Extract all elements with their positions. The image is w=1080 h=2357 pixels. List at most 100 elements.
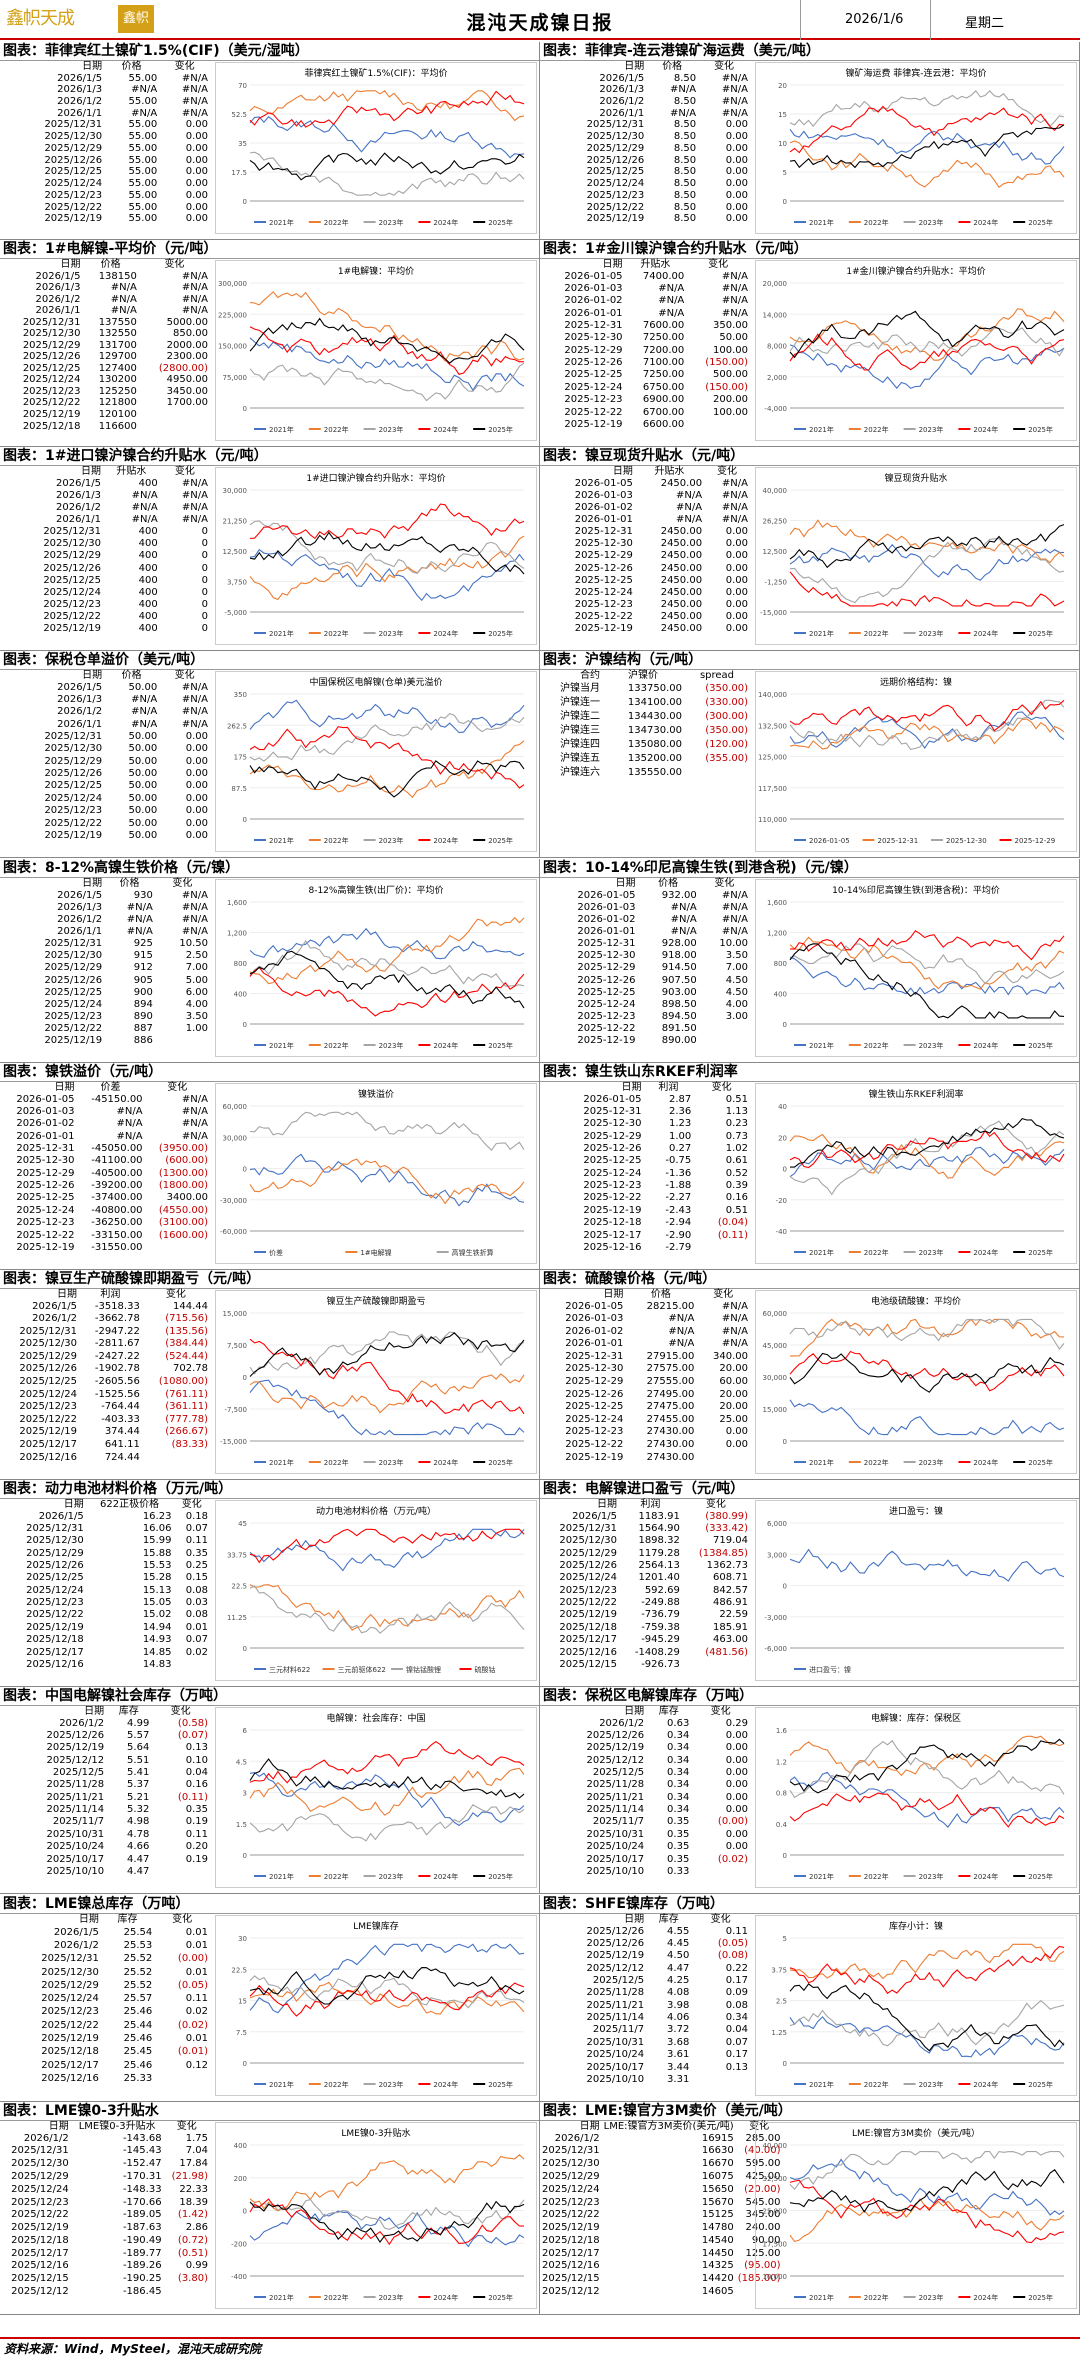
table-cell: #N/A bbox=[721, 307, 748, 319]
legend-label: 2025年 bbox=[488, 2293, 513, 2302]
table-cell: 2026/1/3 bbox=[56, 489, 101, 501]
table-cell: (0.72) bbox=[177, 2234, 208, 2246]
table-cell: 2025-12-22 bbox=[16, 1229, 75, 1241]
table-cell: 2025-12-25 bbox=[574, 574, 633, 586]
table-cell: 25.46 bbox=[123, 2059, 153, 2071]
table-cell: 2025/12/19 bbox=[559, 1609, 618, 1621]
table-row: 2025/12/22 15.02 0.08 bbox=[0, 1609, 210, 1621]
table-cell: 2025/12/30 bbox=[43, 538, 101, 550]
legend-label: 2023年 bbox=[919, 1458, 944, 1467]
table-cell: 0.19 bbox=[185, 1816, 208, 1828]
table-cell: 486.91 bbox=[713, 1597, 748, 1609]
table-cell: 2025/12/26 bbox=[586, 154, 645, 166]
table-cell: 10.00 bbox=[719, 938, 748, 950]
table-cell: 20.00 bbox=[719, 1388, 748, 1400]
table-cell: 4.99 bbox=[127, 1717, 150, 1729]
table-header: 日期 bbox=[78, 1914, 99, 1925]
y-tick-label: 30,000 bbox=[763, 1374, 788, 1382]
y-tick-label: 150,000 bbox=[218, 343, 247, 351]
table-cell: 129700 bbox=[98, 351, 137, 363]
legend-label: 2024年 bbox=[973, 1458, 998, 1467]
series-line bbox=[249, 1373, 525, 1414]
table-cell: #N/A bbox=[658, 295, 685, 307]
table-cell: 2026/1/2 bbox=[35, 293, 81, 305]
table-cell: 2025/12/29 bbox=[26, 1547, 84, 1559]
table-cell bbox=[684, 766, 750, 780]
chart-title: 镍铁溢价 bbox=[358, 1088, 394, 1100]
table-header: 日期 bbox=[48, 2121, 69, 2132]
table-cell: 2025-12-31 bbox=[16, 1143, 75, 1155]
table-cell: 0.18 bbox=[185, 1510, 208, 1522]
table-cell: 2025/12/31 bbox=[586, 119, 645, 131]
table-row: 2025/12/16 -189.26 0.99 bbox=[0, 2260, 210, 2273]
table-cell: 2025/12/19 bbox=[586, 213, 645, 225]
table-cell: #N/A bbox=[181, 96, 208, 108]
legend-label: 2022年 bbox=[864, 1248, 889, 1257]
table-cell: 0.73 bbox=[725, 1130, 748, 1142]
y-tick-label: 0 bbox=[243, 1645, 247, 1653]
table-row: 2025-12-31 2450.00 0.00 bbox=[540, 526, 750, 538]
table-cell: 842.57 bbox=[713, 1584, 748, 1596]
table-cell bbox=[154, 2072, 210, 2085]
table-cell: 138150 bbox=[98, 270, 137, 282]
table-row: 2026-01-02 #N/A #N/A bbox=[540, 914, 750, 926]
table-cell: 6700.00 bbox=[642, 406, 685, 418]
table-row: 2025/12/25 400 0 bbox=[0, 575, 210, 587]
series-line bbox=[249, 2198, 525, 2246]
legend-label: 价差 bbox=[269, 1248, 283, 1257]
table-cell: 0.08 bbox=[725, 1999, 748, 2011]
table-row: 2026/1/3 #N/A #N/A bbox=[0, 694, 210, 706]
table-cell: 8.50 bbox=[673, 189, 697, 201]
table-cell bbox=[691, 2074, 750, 2086]
table-cell: 2026/1/5 bbox=[53, 1926, 99, 1938]
chart-panel: 图表：SHFE镍库存（万吨） 日期 库存 变化 2025/12/26 4.55 0.11 20… bbox=[540, 1895, 1080, 2102]
table-cell: 2025-12-23 bbox=[564, 394, 623, 406]
table-row: 2025-12-31 7600.00 350.00 bbox=[540, 320, 750, 332]
table-cell: 55.00 bbox=[128, 142, 158, 154]
table-cell: 0.00 bbox=[725, 131, 748, 143]
table-cell: 2025-12-23 bbox=[574, 599, 633, 610]
table-header: 价格 bbox=[662, 61, 683, 72]
table-cell: 400 bbox=[138, 599, 158, 610]
table-cell: 2025/12/26 bbox=[26, 1560, 84, 1572]
series-line bbox=[249, 520, 525, 575]
table-cell: 2026-01-05 bbox=[16, 1093, 75, 1105]
legend-label: 2023年 bbox=[379, 836, 404, 845]
table-cell: 135200.00 bbox=[627, 752, 682, 764]
table-cell: 2025/12/29 bbox=[542, 2170, 600, 2182]
table-cell: 2026/1/1 bbox=[57, 107, 103, 119]
y-tick-label: 25,000 bbox=[763, 2208, 788, 2216]
table-row: 2025-12-26 2450.00 0.00 bbox=[540, 563, 750, 575]
y-tick-label: -15,000 bbox=[760, 609, 787, 617]
table-cell: 2025/12/24 bbox=[44, 178, 103, 190]
table-cell: 14420 bbox=[701, 2273, 734, 2285]
table-header: 日期 bbox=[54, 1082, 75, 1093]
chart-title: 10-14%印尼高镍生铁(到港含税)：平均价 bbox=[832, 884, 1000, 896]
data-table: 日期 价格 变化 2026/1/5 55.00 #N/A 2026/1/3 #N/A #N/A 2… bbox=[0, 61, 210, 225]
table-cell: (1800.00) bbox=[158, 1180, 208, 1192]
table-row: 2025/12/24 50.00 0.00 bbox=[0, 793, 210, 805]
table-cell: 0.00 bbox=[185, 792, 208, 804]
table-row: 2025/12/19 50.00 0.00 bbox=[0, 830, 210, 842]
table-cell: 50.00 bbox=[128, 792, 158, 804]
y-tick-label: 15 bbox=[778, 111, 787, 119]
table-cell: 15.02 bbox=[142, 1609, 172, 1621]
table-cell: 2025/11/28 bbox=[586, 1779, 645, 1791]
table-cell: 0.12 bbox=[185, 2059, 208, 2071]
chart-panel: 图表：菲律宾红土镍矿1.5%(CIF)（美元/湿吨） 日期 价格 变化 2026/1/5… bbox=[0, 42, 540, 240]
table-cell: 2026-01-03 bbox=[577, 901, 636, 913]
y-tick-label: 3,000 bbox=[767, 1551, 787, 1559]
table-cell: 2025/12/17 bbox=[19, 1438, 78, 1450]
series-line bbox=[789, 2169, 1065, 2213]
table-cell: 2025/12/15 bbox=[11, 2273, 69, 2285]
table-header: 价差 bbox=[100, 1082, 121, 1093]
table-row: 2025/12/19 0.34 0.00 bbox=[540, 1742, 750, 1754]
table-row: 2025/10/17 4.47 0.19 bbox=[0, 1854, 210, 1866]
table-cell: 2025/12/24 bbox=[41, 1993, 99, 2005]
series-line bbox=[249, 548, 525, 602]
legend-label: 2022年 bbox=[324, 1872, 349, 1881]
table-row: 2025/12/23 15670 545.00 bbox=[540, 2197, 783, 2210]
table-row: 2025/12/24 8.50 0.00 bbox=[540, 178, 750, 190]
y-tick-label: -40 bbox=[776, 1228, 787, 1236]
table-cell: -186.45 bbox=[122, 2285, 162, 2297]
